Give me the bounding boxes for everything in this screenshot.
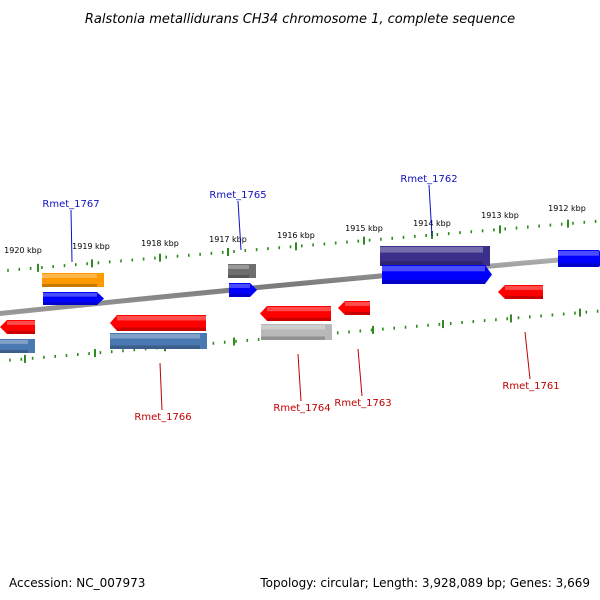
gene-feature xyxy=(261,324,332,340)
chromosome-backbone xyxy=(0,253,600,316)
gene-leader-line xyxy=(70,209,73,263)
scale-label: 1912 kbp xyxy=(548,204,586,213)
summary-text: Topology: circular; Length: 3,928,089 bp… xyxy=(259,576,590,590)
gene-feature xyxy=(110,333,207,349)
scale-label: 1917 kbp xyxy=(209,235,247,244)
gene-leader-line xyxy=(159,362,163,411)
gene-label: Rmet_1764 xyxy=(273,403,330,414)
gene-label: Rmet_1766 xyxy=(134,412,191,423)
gene-feature xyxy=(0,320,35,334)
gene-feature xyxy=(43,292,104,305)
gene-feature xyxy=(558,250,600,267)
gene-features xyxy=(0,246,600,353)
gene-label: Rmet_1762 xyxy=(400,174,457,185)
gene-feature xyxy=(380,246,490,266)
gene-label: Rmet_1761 xyxy=(502,381,559,392)
gene-leader-line xyxy=(297,353,302,402)
gene-feature xyxy=(229,283,257,297)
gene-feature xyxy=(110,315,206,331)
gene-leader-line xyxy=(237,200,242,251)
gene-feature xyxy=(338,301,370,315)
accession-text: Accession: NC_007973 xyxy=(9,576,145,590)
scale-label: 1915 kbp xyxy=(345,224,383,233)
top-tick-track: 1920 kbp 1919 kbp 1918 kbp 1917 kbp 1916 kbp… xyxy=(4,204,597,272)
gene-label: Rmet_1765 xyxy=(209,190,266,201)
map-title: Ralstonia metallidurans CH34 chromosome … xyxy=(85,12,515,27)
gene-feature xyxy=(260,306,331,321)
gene-feature xyxy=(498,285,543,299)
gene-labels: Rmet_1767 Rmet_1765 Rmet_1762 Rmet_1766 Rmet… xyxy=(42,174,559,423)
gene-label: Rmet_1767 xyxy=(42,199,99,210)
gene-feature xyxy=(0,339,35,353)
gene-label: Rmet_1763 xyxy=(334,398,391,409)
gene-leader-line xyxy=(524,331,531,380)
scale-label: 1920 kbp xyxy=(4,246,42,255)
gene-feature xyxy=(382,265,492,284)
gene-leader-line xyxy=(357,348,363,397)
scale-label: 1914 kbp xyxy=(413,219,451,228)
scale-label: 1919 kbp xyxy=(72,242,110,251)
gene-feature xyxy=(228,264,256,278)
scale-label: 1913 kbp xyxy=(481,211,519,220)
scale-label: 1916 kbp xyxy=(277,231,315,240)
gene-leader-line xyxy=(428,184,433,237)
gene-feature xyxy=(42,273,104,287)
scale-label: 1918 kbp xyxy=(141,239,179,248)
